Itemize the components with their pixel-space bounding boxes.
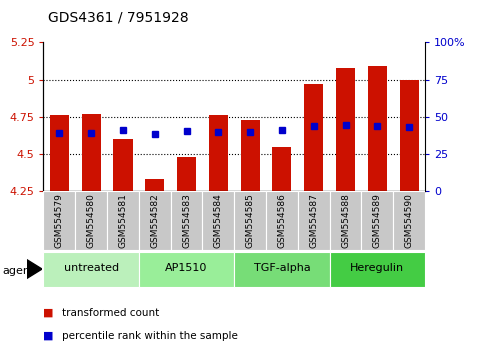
Text: GSM554587: GSM554587 [309, 193, 318, 248]
Bar [304, 84, 323, 191]
Bar [43, 191, 75, 250]
Bar [336, 68, 355, 191]
Bar [272, 147, 292, 191]
Text: GSM554585: GSM554585 [246, 193, 255, 248]
Bar [368, 66, 387, 191]
Text: GSM554579: GSM554579 [55, 193, 64, 248]
Bar [234, 251, 330, 287]
Text: GSM554581: GSM554581 [118, 193, 128, 248]
Text: AP1510: AP1510 [165, 263, 208, 273]
Text: GSM554584: GSM554584 [214, 193, 223, 248]
Text: GSM554586: GSM554586 [277, 193, 286, 248]
Bar [50, 115, 69, 191]
Bar [361, 191, 393, 250]
Text: GSM554583: GSM554583 [182, 193, 191, 248]
Bar [329, 191, 361, 250]
Bar [209, 115, 228, 191]
Bar [399, 80, 419, 191]
Bar [82, 114, 101, 191]
Bar [43, 251, 139, 287]
Bar [329, 251, 425, 287]
Text: GSM554589: GSM554589 [373, 193, 382, 248]
Bar [170, 191, 202, 250]
Text: ■: ■ [43, 308, 54, 318]
Polygon shape [27, 259, 42, 279]
Bar [393, 191, 425, 250]
Text: GSM554582: GSM554582 [150, 193, 159, 248]
Bar [139, 251, 234, 287]
Bar [266, 191, 298, 250]
Text: GDS4361 / 7951928: GDS4361 / 7951928 [48, 11, 189, 25]
Bar [107, 191, 139, 250]
Bar [114, 139, 132, 191]
Text: transformed count: transformed count [62, 308, 159, 318]
Bar [145, 179, 164, 191]
Bar [139, 191, 170, 250]
Bar [202, 191, 234, 250]
Text: GSM554588: GSM554588 [341, 193, 350, 248]
Bar [75, 191, 107, 250]
Text: GSM554580: GSM554580 [86, 193, 96, 248]
Bar [298, 191, 330, 250]
Bar [241, 120, 260, 191]
Text: agent: agent [2, 266, 35, 276]
Text: GSM554590: GSM554590 [405, 193, 413, 248]
Bar [234, 191, 266, 250]
Text: untreated: untreated [64, 263, 119, 273]
Bar [177, 157, 196, 191]
Text: percentile rank within the sample: percentile rank within the sample [62, 331, 238, 341]
Text: ■: ■ [43, 331, 54, 341]
Text: TGF-alpha: TGF-alpha [254, 263, 310, 273]
Text: Heregulin: Heregulin [350, 263, 404, 273]
